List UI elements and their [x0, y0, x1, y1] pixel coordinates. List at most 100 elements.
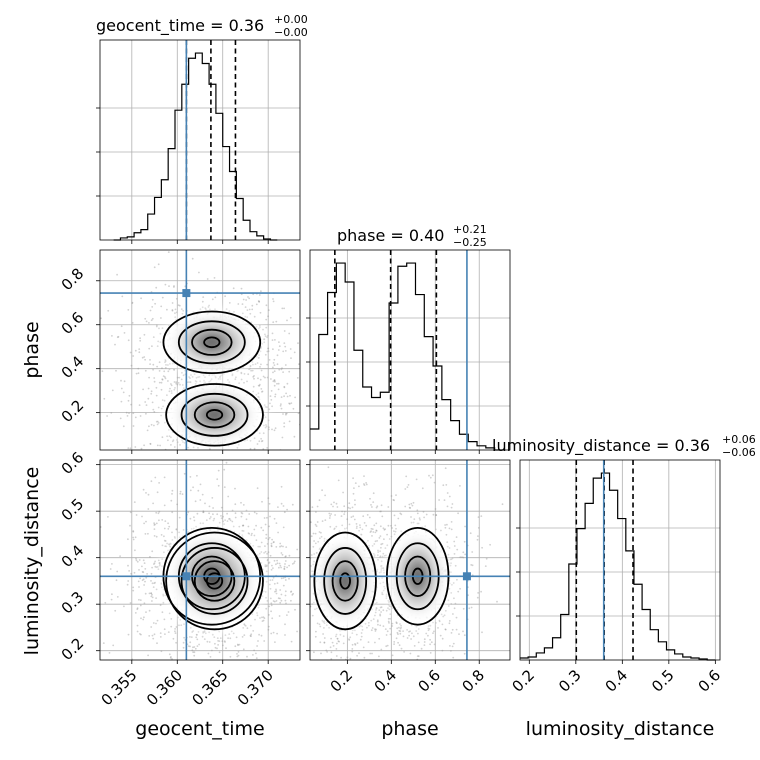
sample-point [135, 372, 138, 375]
histogram-bin [642, 609, 650, 660]
sample-point [264, 591, 267, 593]
sample-point [409, 507, 412, 509]
sample-point [183, 472, 186, 475]
sample-point [170, 625, 173, 628]
sample-point [463, 540, 466, 543]
sample-point [179, 383, 181, 386]
sample-point [425, 632, 428, 635]
sample-point [110, 598, 113, 601]
sample-point [312, 563, 315, 566]
sample-point [234, 503, 237, 506]
sample-point [211, 633, 214, 636]
sample-point [385, 634, 388, 636]
sample-point [394, 524, 397, 527]
sample-point [199, 483, 202, 486]
sample-point [256, 487, 259, 490]
sample-point [379, 614, 382, 617]
sample-point [154, 560, 157, 563]
sample-point [237, 443, 240, 446]
sample-point [194, 382, 197, 385]
sample-point [283, 385, 286, 388]
sample-point [452, 613, 454, 615]
sample-point [172, 637, 175, 640]
sample-point [162, 405, 165, 408]
sample-point [238, 643, 241, 646]
sample-point [285, 392, 287, 395]
sample-point [333, 528, 336, 531]
sample-point [276, 632, 278, 635]
sample-point [285, 412, 287, 415]
sample-point [455, 628, 458, 631]
sample-point [441, 623, 444, 626]
sample-point [445, 533, 448, 536]
sample-point [284, 560, 287, 562]
contour-line [323, 547, 368, 615]
sample-point [258, 383, 261, 386]
sample-point [68, 445, 70, 447]
sample-point [174, 453, 176, 455]
sample-point [433, 481, 436, 484]
sample-point [95, 441, 97, 443]
sample-point [399, 627, 402, 630]
density-shading [161, 310, 266, 448]
sample-point [269, 402, 271, 405]
sample-point [434, 508, 437, 510]
sample-point [151, 298, 154, 301]
sample-point [385, 645, 388, 648]
sample-point [161, 436, 164, 439]
sample-point [249, 365, 252, 368]
sample-point [311, 665, 313, 667]
sample-point [168, 543, 170, 546]
sample-point [388, 538, 391, 540]
sample-point [348, 502, 351, 505]
sample-point [381, 577, 383, 579]
sample-point [321, 520, 324, 522]
sample-point [293, 435, 296, 438]
histogram-bins [520, 473, 707, 660]
sample-point [462, 607, 465, 610]
sample-point [284, 364, 287, 366]
sample-point [311, 570, 314, 573]
sample-point [358, 485, 360, 488]
sample-point [278, 345, 281, 348]
sample-point [183, 441, 186, 444]
sample-point [155, 588, 158, 591]
histogram-bin [223, 147, 230, 240]
sample-point [260, 440, 263, 443]
sample-point [139, 633, 141, 635]
sample-point [322, 679, 324, 681]
sample-point [145, 404, 148, 406]
sample-point [416, 509, 419, 512]
sample-point [381, 593, 384, 596]
sample-point [380, 606, 383, 609]
sample-point [409, 630, 411, 633]
sample-point [284, 579, 287, 581]
sample-point [273, 582, 276, 585]
sample-point [379, 606, 382, 609]
sample-point [354, 499, 356, 501]
sample-point [453, 540, 456, 543]
sample-point [246, 309, 249, 311]
sample-point [199, 522, 202, 525]
sample-point [214, 642, 216, 645]
sample-point [252, 385, 255, 388]
sample-point [269, 579, 272, 582]
sample-point [130, 364, 133, 367]
sample-point [142, 456, 144, 458]
sample-point [157, 340, 160, 343]
sample-point [462, 551, 465, 554]
sample-point [315, 607, 318, 610]
sample-point [192, 450, 194, 452]
sample-point [389, 605, 391, 607]
sample-point [228, 310, 231, 312]
sample-point [258, 552, 261, 555]
sample-point [440, 613, 443, 616]
sample-point [439, 634, 442, 637]
sample-point [294, 396, 296, 399]
truth-marker [462, 572, 471, 581]
sample-point [249, 447, 252, 450]
sample-point [271, 579, 274, 581]
sample-point [140, 297, 143, 300]
sample-point [151, 306, 154, 308]
sample-point [251, 304, 254, 307]
